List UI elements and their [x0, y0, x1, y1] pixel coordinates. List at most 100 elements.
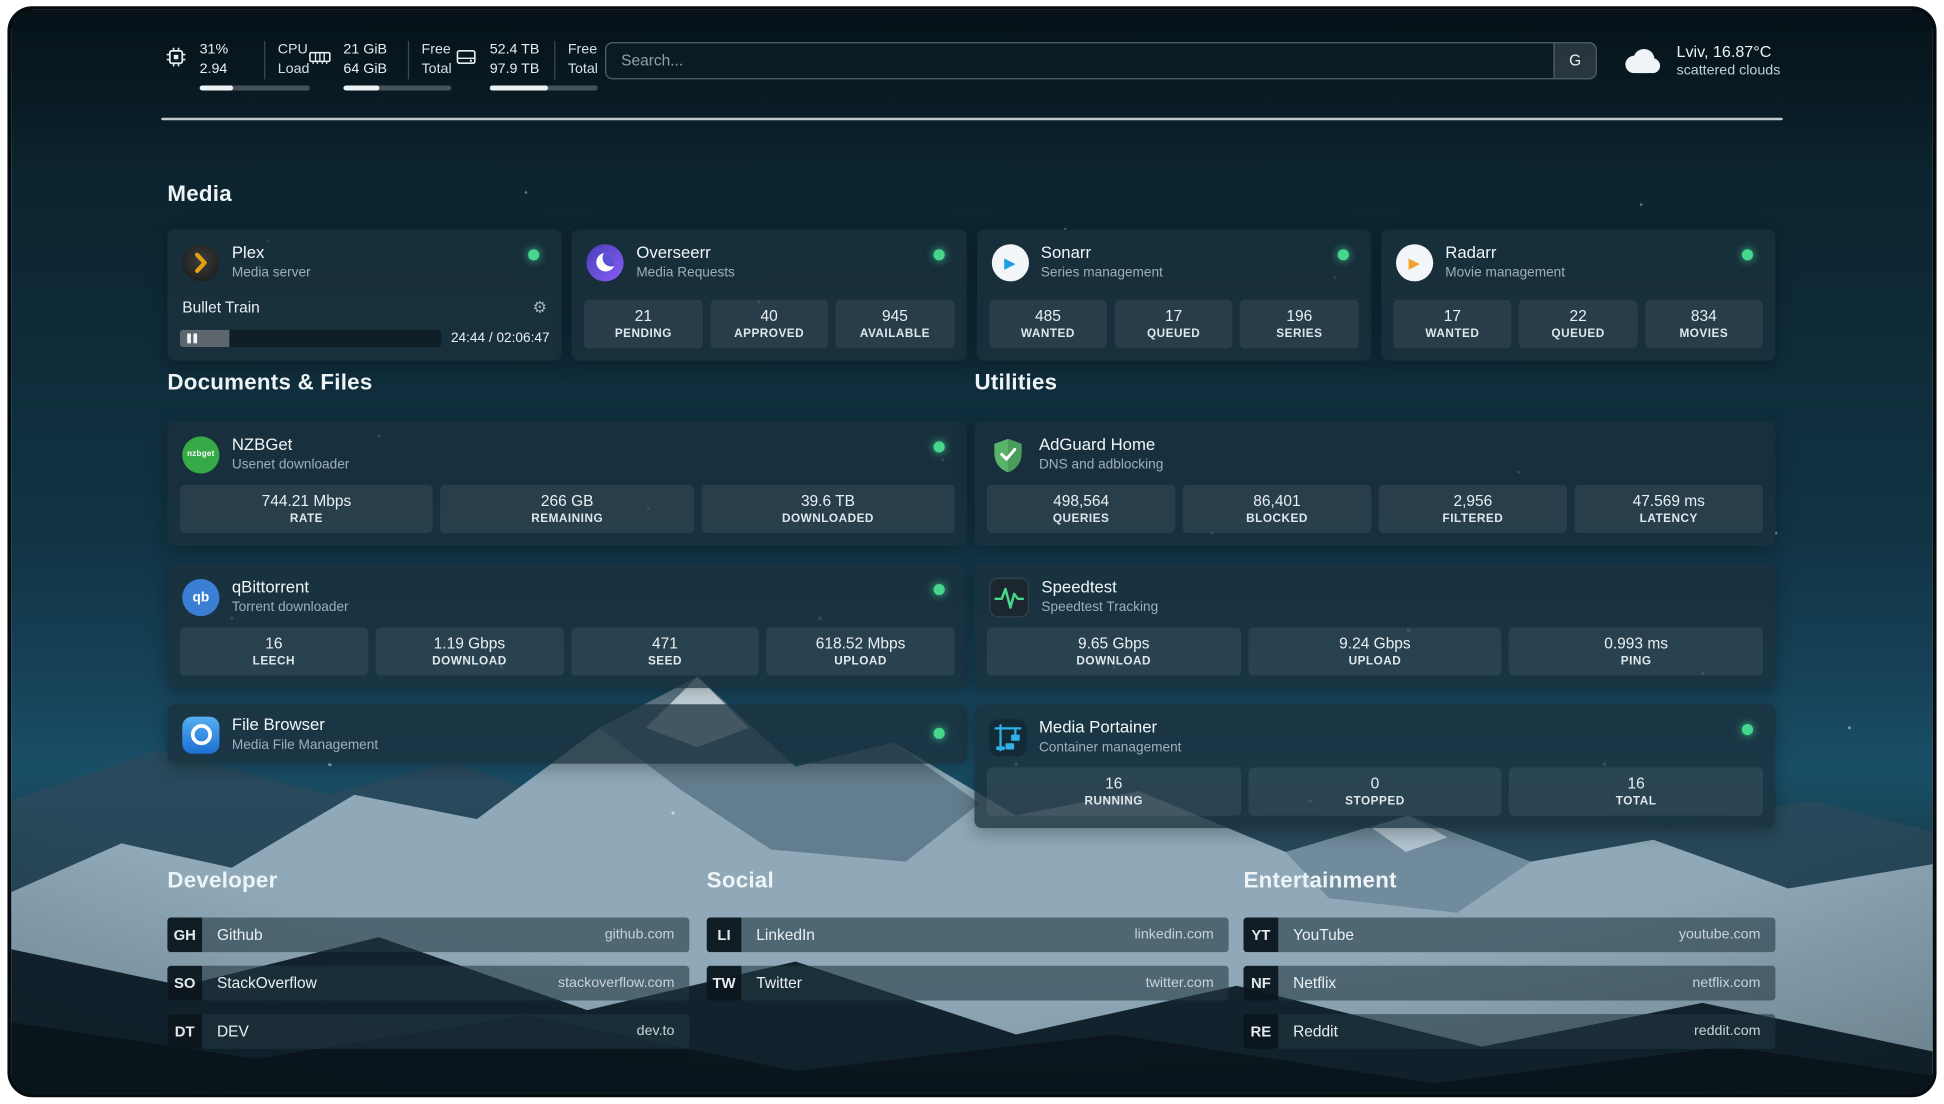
card-header: nzbget NZBGet Usenet downloader [182, 435, 952, 474]
card-nzbget[interactable]: nzbget NZBGet Usenet downloader 744.21 M… [167, 421, 968, 546]
now-playing-title: Bullet Train [182, 298, 260, 317]
stat-box: 40 APPROVED [709, 300, 829, 349]
stat-value: 17 [1164, 307, 1183, 326]
stat-value: 39.6 TB [800, 492, 855, 510]
ram-usage-bar-fill [343, 86, 380, 91]
playback-progress-bar[interactable] [179, 329, 442, 348]
disk-icon [456, 50, 476, 65]
card-speedtest[interactable]: Speedtest Speedtest Tracking 9.65 Gbps D… [974, 564, 1776, 689]
link-url: linkedin.com [1134, 927, 1214, 943]
stat-value: 1.19 Gbps [433, 635, 506, 653]
stat-box: 2,956 FILTERED [1378, 485, 1568, 534]
disk-free-label: Free [567, 42, 598, 58]
link-netflix[interactable]: NF Netflix netflix.com [1243, 965, 1776, 1001]
stat-label: SEED [647, 654, 683, 669]
stat-label: QUEUED [1146, 327, 1201, 342]
card-header: ▶ Sonarr Series management [991, 243, 1356, 282]
stat-box: 39.6 TB DOWNLOADED [701, 485, 955, 534]
stat-value: 22 [1569, 307, 1587, 326]
search-engine-button[interactable]: G [1553, 43, 1596, 79]
card-name: Speedtest [1041, 578, 1117, 597]
link-name: LinkedIn [756, 926, 815, 944]
stat-label: RUNNING [1084, 794, 1143, 809]
cloud-icon [1625, 49, 1661, 74]
card-portainer[interactable]: Media Portainer Container management 16 … [974, 704, 1776, 829]
card-header: Speedtest Speedtest Tracking [989, 577, 1760, 618]
section-title-documents: Documents & Files [167, 369, 373, 395]
card-name: Sonarr [1040, 242, 1092, 262]
nzbget-icon: nzbget [182, 435, 220, 474]
stat-value: 2,956 [1453, 492, 1493, 510]
ram-usage-bar [343, 86, 452, 91]
stat-box: 86,401 BLOCKED [1182, 485, 1372, 534]
card-sonarr[interactable]: ▶ Sonarr Series management 485 WANTED 17… [976, 229, 1371, 361]
link-stackoverflow[interactable]: SO StackOverflow stackoverflow.com [167, 965, 690, 1001]
card-name: Radarr [1445, 242, 1497, 262]
section-title-entertainment: Entertainment [1243, 867, 1397, 893]
link-dev-to[interactable]: DT DEV dev.to [167, 1014, 690, 1049]
stat-box: 196 SERIES [1240, 300, 1359, 349]
stat-box: 21 PENDING [584, 300, 703, 349]
linkedin-icon: LI [706, 917, 742, 953]
stat-box: 1.19 Gbps DOWNLOAD [375, 627, 564, 676]
stats-row: 498,564 QUERIES 86,401 BLOCKED 2,956 FIL… [986, 485, 1763, 534]
card-name: qBittorrent [231, 577, 310, 597]
stat-label: UPLOAD [834, 654, 887, 669]
status-dot [1741, 724, 1754, 736]
card-name: Media Portainer [1038, 717, 1158, 737]
link-twitter[interactable]: TW Twitter twitter.com [706, 965, 1229, 1001]
stat-label: PENDING [614, 327, 672, 342]
stat-box: 17 QUEUED [1114, 300, 1233, 349]
card-filebrowser[interactable]: File Browser Media File Management [167, 704, 968, 764]
stat-value: 40 [760, 307, 778, 326]
link-github[interactable]: GH Github github.com [167, 917, 690, 953]
stat-label: APPROVED [734, 327, 805, 342]
ram-icon [309, 51, 331, 64]
stat-box: 266 GB REMAINING [440, 485, 694, 534]
card-header: ▶ Radarr Movie management [1395, 243, 1761, 282]
status-dot [1741, 249, 1754, 261]
search-input[interactable] [606, 43, 1554, 79]
cpu-label: CPU [277, 42, 308, 58]
stat-label: RATE [289, 512, 324, 526]
link-name: Reddit [1293, 1022, 1338, 1041]
weather-widget[interactable]: Lviv, 16.87°C scattered clouds [1619, 42, 1780, 80]
stat-box: 744.21 Mbps RATE [179, 485, 434, 534]
link-reddit[interactable]: RE Reddit reddit.com [1243, 1014, 1776, 1049]
card-header: Media Portainer Container management [989, 718, 1760, 757]
overseerr-icon [586, 243, 624, 281]
link-url: dev.to [636, 1024, 675, 1039]
card-plex[interactable]: Plex Media server Bullet Train ⚙ 24:44 /… [167, 229, 562, 361]
section-title-developer: Developer [167, 867, 278, 893]
card-radarr[interactable]: ▶ Radarr Movie management 17 WANTED 22 Q… [1380, 229, 1776, 361]
link-url: stackoverflow.com [557, 975, 675, 991]
card-qbittorrent[interactable]: qb qBittorrent Torrent downloader 16 LEE… [167, 564, 968, 689]
card-titles: Radarr Movie management [1445, 243, 1565, 282]
card-overseerr[interactable]: Overseerr Media Requests 21 PENDING 40 A… [571, 229, 967, 361]
stats-row: 17 WANTED 22 QUEUED 834 MOVIES [1393, 300, 1764, 349]
card-subtitle: Media server [231, 265, 311, 281]
weather-location: Lviv, 16.87°C [1676, 42, 1772, 61]
stat-label: UPLOAD [1348, 654, 1402, 669]
card-header: Overseerr Media Requests [586, 243, 952, 282]
cpu-icon [166, 47, 186, 67]
card-header: File Browser Media File Management [182, 715, 952, 754]
pause-icon[interactable] [187, 333, 197, 344]
link-linkedin[interactable]: LI LinkedIn linkedin.com [706, 917, 1229, 953]
cpu-load-label: Load [277, 61, 310, 77]
card-subtitle: Series management [1040, 265, 1163, 281]
card-adguard[interactable]: AdGuard Home DNS and adblocking 498,564 … [974, 421, 1776, 546]
stat-value: 618.52 Mbps [815, 635, 906, 653]
stats-row: 16 LEECH 1.19 Gbps DOWNLOAD 471 SEED 618… [179, 627, 955, 676]
stat-label: DOWNLOAD [432, 654, 507, 669]
status-dot [932, 249, 945, 261]
disk-usage-bar-fill [489, 86, 549, 91]
card-subtitle: Media Requests [636, 265, 735, 281]
ram-free-value: 21 GiB [343, 42, 388, 58]
stat-box: 471 SEED [570, 627, 760, 676]
link-youtube[interactable]: YT YouTube youtube.com [1243, 917, 1776, 953]
stat-label: DOWNLOAD [1076, 654, 1152, 669]
stat-box: 47.569 ms LATENCY [1574, 485, 1763, 534]
card-subtitle: DNS and adblocking [1038, 457, 1164, 473]
settings-gear-icon[interactable]: ⚙ [532, 297, 548, 317]
